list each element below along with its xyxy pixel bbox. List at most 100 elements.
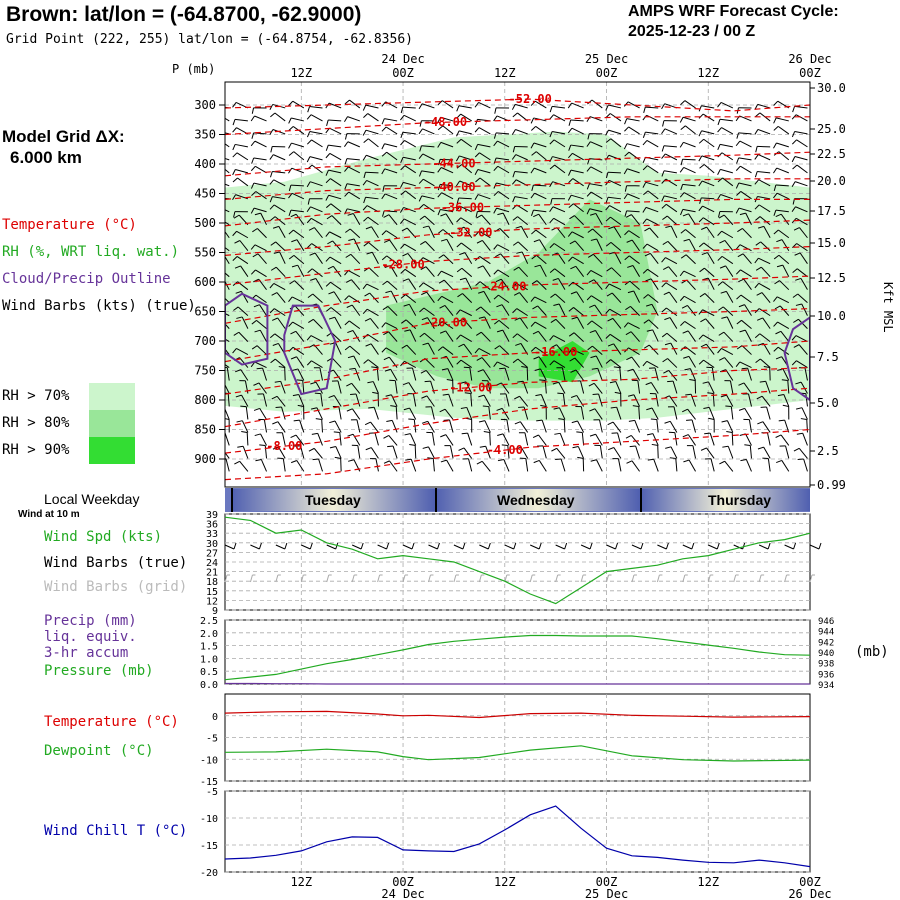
wind-barb-flag xyxy=(232,127,237,133)
top-date-label: 24 Dec xyxy=(381,52,424,66)
wind-barb-flag xyxy=(251,191,257,197)
wind-barb xyxy=(441,192,454,200)
wind-barb-flag xyxy=(642,140,648,146)
isotherm-labels: -4.00-8.00-12.00-16.00-20.00-24.00-28.00… xyxy=(266,92,577,457)
wind-barb xyxy=(257,253,267,265)
wind-barb-flag xyxy=(795,381,802,385)
wind-barb-flag xyxy=(718,306,724,311)
wind-barb xyxy=(541,419,547,433)
wind-barb xyxy=(504,367,510,381)
wind-barb xyxy=(779,280,790,291)
wind-barb xyxy=(225,364,230,368)
wind-barb xyxy=(496,157,510,161)
wind-barb xyxy=(260,433,267,446)
wind-barb xyxy=(757,103,771,109)
wind-barb xyxy=(628,255,640,265)
wind-barb-flag xyxy=(718,214,725,219)
wind-barb-flag xyxy=(254,329,261,333)
wind-barb xyxy=(745,459,752,472)
wind-barb xyxy=(296,356,305,368)
wind-barb-flag xyxy=(297,404,304,407)
wind-barb-flag xyxy=(350,393,357,396)
wind-barb-flag xyxy=(306,114,312,120)
isotherm-label: -36.00 xyxy=(441,200,484,214)
wind-barb xyxy=(801,407,808,420)
wind-barb xyxy=(459,180,472,187)
wind-barb xyxy=(236,348,249,356)
wind-barb-flag xyxy=(253,382,260,386)
wind-barb-flag xyxy=(720,394,727,398)
wind-barb-flag xyxy=(252,228,258,233)
wind-barb xyxy=(348,270,361,278)
wind-barb xyxy=(533,184,547,187)
wind-barb-flag xyxy=(627,290,634,294)
wind-barb xyxy=(653,459,659,472)
wind-barb-flag xyxy=(792,243,798,249)
wind-barb xyxy=(800,278,808,290)
wind-barb xyxy=(721,152,734,161)
panel-tick-label: 15 xyxy=(206,587,218,598)
surface-wind-barb-true xyxy=(275,544,286,550)
wind-barb xyxy=(672,380,678,394)
wind-barb xyxy=(314,252,323,264)
wind-barb-flag xyxy=(477,265,484,269)
wind-barb-flag xyxy=(549,106,553,113)
wind-barb-flag xyxy=(405,458,412,461)
wind-barb xyxy=(225,183,230,187)
wind-barb-flag xyxy=(497,458,504,462)
wind-barb-flag xyxy=(610,406,617,409)
wind-barb-flag xyxy=(233,211,236,218)
wind-barb-flag xyxy=(475,281,481,286)
wind-barb-flag xyxy=(381,255,388,261)
wind-barb xyxy=(593,383,603,394)
isotherm-line xyxy=(225,198,810,227)
wind-barb xyxy=(538,434,547,446)
wind-barb xyxy=(726,316,734,329)
wind-barb xyxy=(470,393,473,407)
wind-barb xyxy=(645,181,659,187)
wind-barb-flag xyxy=(738,278,745,283)
wind-barb xyxy=(488,406,491,420)
wind-barb xyxy=(515,103,528,109)
wind-barb xyxy=(542,445,547,459)
wind-barb-flag xyxy=(717,348,722,354)
wind-barb-flag xyxy=(427,457,434,459)
wind-barb-flag xyxy=(363,172,366,179)
wind-barb-flag xyxy=(421,420,428,424)
wind-barb xyxy=(615,381,622,394)
wind-barb xyxy=(458,197,472,200)
wind-barb xyxy=(729,380,734,394)
wind-barb-flag xyxy=(624,185,628,192)
wind-barb xyxy=(423,307,435,317)
wind-barb-flag xyxy=(493,244,498,250)
wind-barb-flag xyxy=(325,195,330,201)
wind-barb xyxy=(607,196,621,200)
wind-barb-flag xyxy=(253,407,260,411)
y-axis-title: P (mb) xyxy=(172,62,215,76)
wind-barb xyxy=(462,293,473,304)
wind-barb-flag xyxy=(241,431,248,433)
wind-barb-flag xyxy=(627,265,634,268)
wind-barb xyxy=(612,421,622,433)
wind-barb xyxy=(553,217,566,226)
wind-barb xyxy=(724,240,734,252)
wind-barb xyxy=(384,143,398,148)
wind-barb-flag xyxy=(717,281,723,286)
temperature-line xyxy=(224,710,811,719)
wind-barb-flag xyxy=(664,420,671,424)
wind-barb xyxy=(627,322,640,330)
wind-barb-flag xyxy=(437,117,442,123)
wind-barb xyxy=(225,158,230,161)
isotherm-line xyxy=(225,367,810,428)
wind-barb-flag xyxy=(662,120,665,127)
wind-barb xyxy=(533,142,547,148)
wind-barb-flag xyxy=(664,342,671,346)
wind-barb-flag xyxy=(437,270,442,277)
wind-barb xyxy=(595,330,603,342)
wind-barb xyxy=(477,194,491,200)
wind-barb-flag xyxy=(569,357,576,362)
wind-barb xyxy=(720,194,734,200)
wind-barb xyxy=(665,257,678,265)
wind-barb-flag xyxy=(288,117,292,124)
wind-barb-flag xyxy=(494,107,497,114)
